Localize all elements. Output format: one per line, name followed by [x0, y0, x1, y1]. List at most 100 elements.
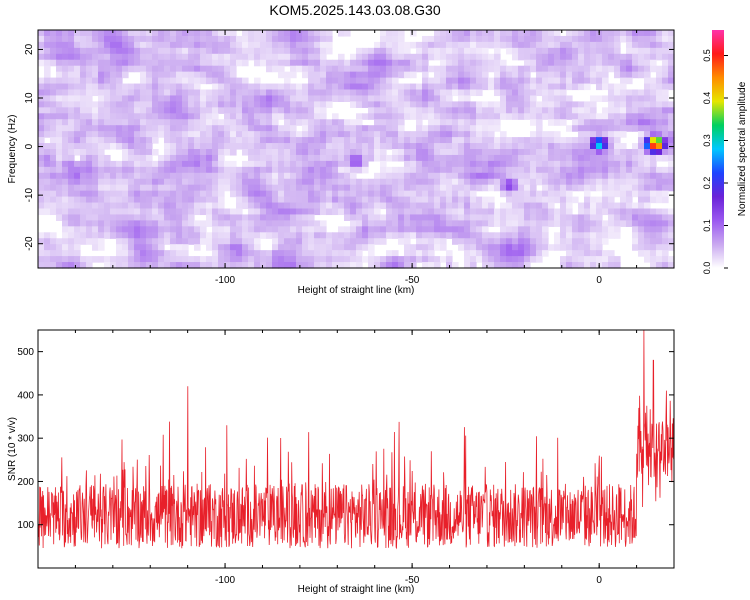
spectrogram-cell	[104, 143, 111, 150]
spectrogram-cell	[350, 77, 357, 85]
spectrogram-cell	[344, 154, 351, 162]
spectrogram-cell	[614, 178, 621, 186]
spectrogram-cell	[110, 95, 117, 102]
spectrogram-cell	[632, 220, 639, 227]
spectrogram-cell	[440, 172, 447, 180]
spectrogram-cell	[506, 143, 513, 150]
spectrogram-cell	[122, 214, 129, 221]
spectrogram-cell	[416, 178, 423, 186]
spectrogram-cell	[518, 101, 525, 108]
spectrogram-cell	[548, 244, 555, 251]
spectrogram-cell	[170, 214, 177, 221]
spectrogram-cell	[38, 95, 45, 102]
x-tick-label: -50	[405, 575, 420, 586]
spectrogram-cell	[572, 65, 579, 73]
spectrogram-cell	[110, 190, 117, 198]
spectrogram-cell	[638, 166, 645, 174]
spectrogram-cell	[146, 232, 153, 239]
spectrogram-cell	[380, 119, 387, 126]
spectrogram-cell	[662, 107, 669, 114]
spectrogram-cell	[266, 53, 273, 61]
spectrogram-cell	[620, 113, 627, 120]
spectrogram-cell	[452, 131, 459, 138]
spectrogram-cell	[548, 149, 555, 156]
spectrogram-cell	[56, 65, 63, 73]
spectrogram-cell	[74, 208, 81, 216]
spectrogram-cell	[524, 83, 531, 91]
spectrogram-cell	[554, 184, 561, 192]
spectrogram-cell	[314, 166, 321, 174]
spectrogram-cell	[260, 256, 267, 263]
spectrogram-cell	[536, 178, 543, 186]
spectrogram-cell	[254, 208, 261, 216]
spectrogram-cell	[620, 172, 627, 180]
spectrogram-cell	[428, 172, 435, 180]
spectrogram-cell	[626, 107, 633, 114]
spectrogram-cell	[326, 149, 333, 156]
spectrogram-cell	[68, 166, 75, 174]
spectrogram-cell	[284, 196, 291, 204]
spectrogram-cell	[92, 220, 99, 227]
spectrogram-cell	[224, 65, 231, 73]
spectrogram-cell	[344, 256, 351, 263]
spectrogram-cell	[572, 59, 579, 67]
spectrogram-cell	[224, 41, 231, 49]
spectrogram-cell	[566, 154, 573, 162]
spectrogram-cell	[332, 95, 339, 102]
spectrogram-cell	[38, 178, 45, 186]
spectrogram-cell	[308, 202, 315, 210]
spectrogram-cell	[356, 77, 363, 85]
spectrogram-cell	[350, 125, 357, 132]
spectrogram-cell	[122, 59, 129, 67]
spectrogram-cell	[98, 154, 105, 162]
spectrogram-cell	[176, 113, 183, 120]
spectrogram-cell	[128, 30, 135, 37]
spectrogram-cell	[278, 202, 285, 210]
spectrogram-cell	[302, 125, 309, 132]
spectrogram-cell	[668, 208, 675, 216]
spectrogram-cell	[428, 184, 435, 192]
spectrogram-cell	[422, 244, 429, 251]
spectrogram-cell	[650, 172, 657, 180]
spectrogram-cell	[392, 59, 399, 67]
spectrogram-cell	[656, 77, 663, 85]
spectrogram-cell	[488, 59, 495, 67]
spectrogram-cell	[542, 95, 549, 102]
y-tick-label: 20	[24, 43, 35, 55]
spectrogram-cell	[416, 47, 423, 55]
spectrogram-cell	[548, 119, 555, 126]
spectrogram-cell	[662, 256, 669, 263]
spectrogram-cell	[572, 226, 579, 233]
spectrogram-cell	[524, 178, 531, 186]
spectrogram-cell	[170, 125, 177, 132]
spectrogram-cell	[422, 160, 429, 168]
spectrogram-cell	[188, 184, 195, 192]
spectrogram-cell	[296, 47, 303, 55]
spectrogram-cell	[212, 107, 219, 114]
spectrogram-cell	[392, 256, 399, 263]
spectrogram-cell	[584, 256, 591, 263]
spectrogram-cell	[338, 77, 345, 85]
spectrogram-cell	[542, 196, 549, 204]
spectrogram-cell	[122, 232, 129, 239]
spectrogram-cell	[476, 35, 483, 43]
spectrogram-cell	[146, 53, 153, 61]
spectrogram-cell	[230, 30, 237, 37]
spectrogram-cell	[650, 154, 657, 162]
spectrogram-cell	[470, 232, 477, 239]
spectrogram-cell	[254, 131, 261, 138]
spectrogram-cell	[338, 59, 345, 67]
spectrogram-cell	[272, 196, 279, 204]
spectrogram-cell	[662, 71, 669, 79]
spectrogram-cell	[368, 143, 375, 150]
spectrogram-cell	[44, 89, 51, 97]
spectrogram-cell	[602, 256, 609, 263]
spectrogram-cell	[140, 143, 147, 150]
spectrogram-cell	[158, 190, 165, 198]
spectrogram-cell	[614, 47, 621, 55]
spectrogram-cell	[284, 35, 291, 43]
spectrogram-cell	[554, 166, 561, 174]
spectrogram-cell	[392, 196, 399, 204]
spectrogram-cell	[206, 232, 213, 239]
spectrogram-cell	[344, 125, 351, 132]
